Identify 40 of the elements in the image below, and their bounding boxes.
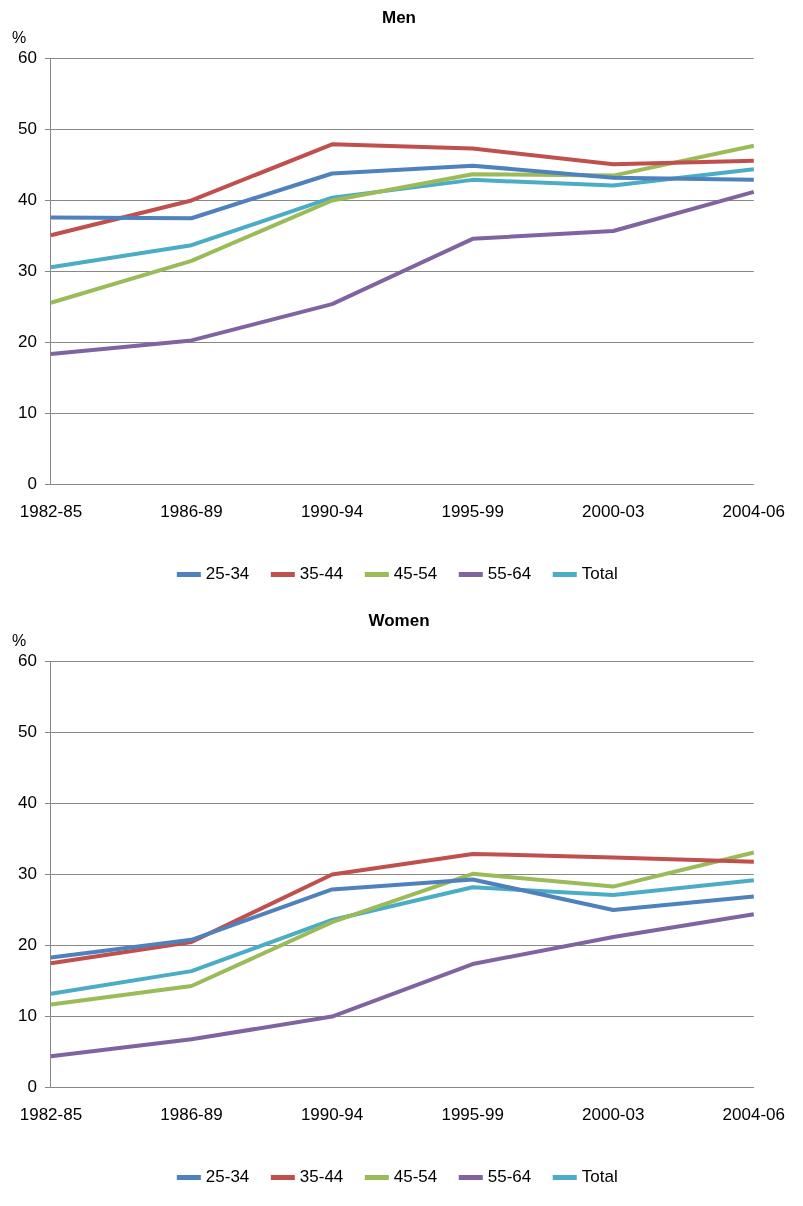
x-tick-label: 1990-94	[300, 502, 364, 522]
y-tick-label: 0	[27, 1077, 37, 1097]
legend-label: Total	[581, 1167, 618, 1187]
y-tick-label: 50	[17, 119, 37, 139]
chart-title: Men	[382, 7, 416, 27]
x-tick-label: 2000-03	[582, 502, 645, 522]
x-tick-label: 1990-94	[300, 1105, 364, 1125]
y-tick-label: 20	[17, 935, 37, 955]
x-tick-label: 2004-06	[722, 502, 785, 522]
legend-label: 55-64	[487, 564, 532, 584]
x-tick-label: 1995-99	[441, 1105, 504, 1125]
x-tick-label: 1986-89	[160, 502, 223, 522]
x-tick-label: 2000-03	[582, 1105, 645, 1125]
y-axis-title: %	[12, 28, 27, 46]
x-tick-label: 1982-85	[19, 502, 83, 522]
legend-label: 45-54	[393, 1167, 438, 1187]
x-tick-label: 1982-85	[19, 1105, 83, 1125]
legend-label: 35-44	[299, 564, 344, 584]
y-tick-label: 50	[17, 722, 37, 742]
y-axis-title: %	[12, 631, 27, 649]
y-tick-label: 10	[17, 1006, 37, 1026]
y-tick-label: 30	[17, 261, 37, 281]
y-tick-label: 20	[17, 332, 37, 352]
legend-label: 25-34	[205, 564, 250, 584]
chart-title: Women	[368, 610, 430, 630]
x-tick-label: 1986-89	[160, 1105, 223, 1125]
y-tick-label: 10	[17, 403, 37, 423]
y-tick-label: 40	[17, 190, 37, 210]
y-tick-label: 40	[17, 793, 37, 813]
y-tick-label: 60	[17, 651, 37, 671]
legend-label: 35-44	[299, 1167, 344, 1187]
x-tick-label: 2004-06	[722, 1105, 785, 1125]
legend-label: 25-34	[205, 1167, 250, 1187]
y-tick-label: 30	[17, 864, 37, 884]
legend-label: 55-64	[487, 1167, 532, 1187]
x-tick-label: 1995-99	[441, 502, 504, 522]
legend-label: Total	[581, 564, 618, 584]
y-tick-label: 0	[27, 474, 37, 494]
y-tick-label: 60	[17, 48, 37, 68]
legend-label: 45-54	[393, 564, 438, 584]
